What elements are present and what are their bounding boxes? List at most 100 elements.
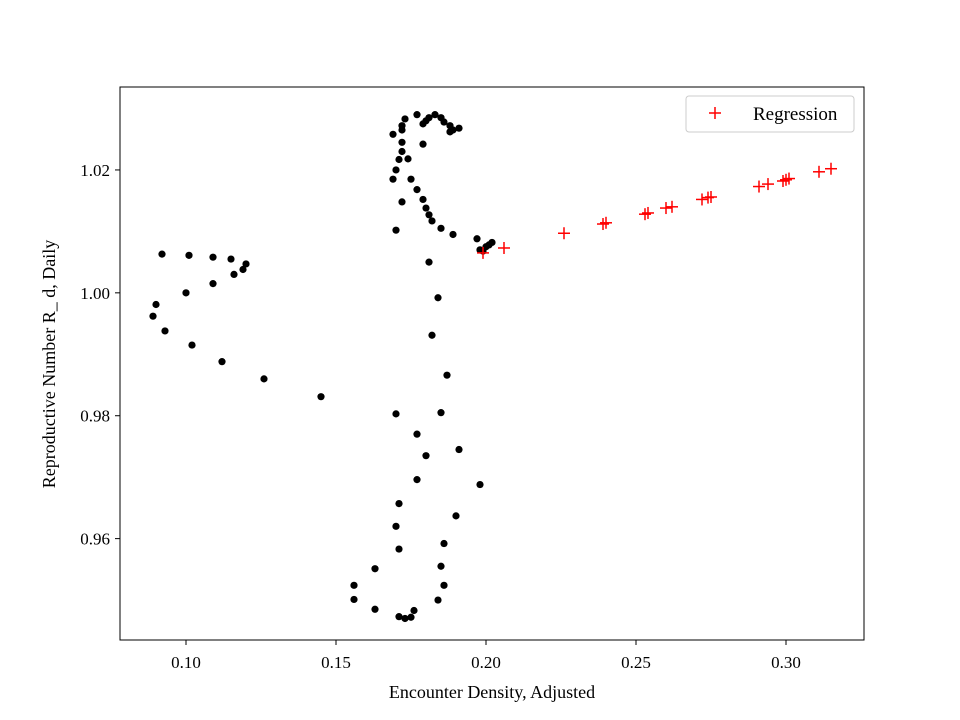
regression-point-7 bbox=[660, 202, 672, 215]
observed-point-21 bbox=[389, 175, 397, 183]
x-axis-label: Encounter Density, Adjusted bbox=[389, 682, 595, 702]
observed-point-76 bbox=[242, 260, 250, 268]
x-tick-label-0: 0.10 bbox=[171, 653, 201, 672]
legend-box bbox=[685, 95, 855, 133]
observed-point-16 bbox=[419, 140, 427, 148]
observed-point-67 bbox=[218, 358, 226, 366]
x-axis-ticks: 0.10 0.15 0.20 0.25 0.30 bbox=[171, 640, 801, 672]
observed-point-60 bbox=[371, 605, 379, 613]
observed-point-48 bbox=[476, 480, 484, 489]
observed-point-53 bbox=[395, 545, 403, 553]
regression-point-4 bbox=[600, 216, 612, 229]
observed-point-80 bbox=[158, 250, 166, 258]
observed-point-52 bbox=[440, 539, 448, 548]
regression-point-16 bbox=[783, 172, 795, 185]
observed-point-26 bbox=[422, 204, 430, 212]
observed-point-22 bbox=[407, 175, 415, 183]
observed-point-55 bbox=[371, 565, 379, 573]
observed-point-46 bbox=[422, 452, 430, 460]
observed-point-63 bbox=[401, 614, 409, 623]
regression-point-12 bbox=[753, 180, 765, 193]
observed-point-2 bbox=[431, 111, 439, 119]
observed-point-39 bbox=[434, 294, 442, 302]
observed-point-75 bbox=[239, 265, 247, 274]
regression-point-11 bbox=[705, 190, 717, 203]
legend: Regression bbox=[685, 95, 855, 133]
observed-point-72 bbox=[182, 289, 190, 297]
regression-point-5 bbox=[639, 208, 651, 221]
y-tick-label-2: 1.00 bbox=[80, 284, 110, 303]
observed-point-25 bbox=[398, 198, 406, 206]
observed-point-69 bbox=[161, 327, 169, 335]
observed-point-59 bbox=[434, 596, 442, 604]
observed-point-70 bbox=[149, 312, 157, 320]
observed-point-78 bbox=[209, 253, 217, 261]
observed-point-24 bbox=[419, 195, 427, 204]
regression-point-9 bbox=[696, 193, 708, 206]
observed-point-6 bbox=[455, 124, 463, 132]
observed-point-74 bbox=[230, 270, 238, 279]
observed-point-57 bbox=[350, 581, 358, 589]
regression-point-3 bbox=[597, 218, 609, 231]
observed-point-23 bbox=[413, 186, 421, 194]
regression-point-6 bbox=[642, 206, 654, 219]
observed-point-73 bbox=[209, 280, 217, 288]
regression-point-14 bbox=[777, 175, 789, 188]
observed-point-20 bbox=[392, 166, 400, 174]
observed-point-15 bbox=[398, 138, 406, 146]
regression-point-18 bbox=[825, 162, 837, 175]
observed-point-44 bbox=[392, 410, 400, 418]
regression-point-8 bbox=[666, 200, 678, 213]
observed-point-61 bbox=[410, 606, 418, 615]
x-tick-label-1: 0.15 bbox=[321, 653, 351, 672]
observed-point-68 bbox=[188, 341, 196, 349]
legend-label-regression: Regression bbox=[753, 104, 838, 125]
observed-point-27 bbox=[425, 211, 433, 219]
observed-point-17 bbox=[398, 147, 406, 156]
regression-point-2 bbox=[558, 227, 570, 240]
observed-point-28 bbox=[428, 217, 436, 225]
y-tick-label-3: 1.02 bbox=[80, 161, 110, 180]
observed-point-58 bbox=[350, 595, 358, 604]
observed-point-41 bbox=[443, 371, 451, 379]
y-tick-label-0: 0.96 bbox=[80, 530, 110, 549]
observed-point-11 bbox=[401, 115, 409, 123]
x-tick-label-3: 0.25 bbox=[621, 653, 651, 672]
observed-point-47 bbox=[413, 476, 421, 484]
observed-point-65 bbox=[317, 393, 325, 401]
y-tick-label-1: 0.98 bbox=[80, 407, 110, 426]
regression-point-1 bbox=[498, 241, 510, 254]
observed-point-66 bbox=[260, 375, 268, 383]
regression-point-0 bbox=[477, 246, 489, 259]
observed-point-18 bbox=[404, 155, 412, 163]
legend-marker-regression bbox=[709, 107, 721, 119]
axes-frame bbox=[119, 86, 865, 641]
observed-point-19 bbox=[395, 155, 403, 164]
y-axis-label: Reproductive Number R_ d, Daily bbox=[39, 240, 59, 488]
regression-point-17 bbox=[813, 165, 825, 178]
regression-point-13 bbox=[762, 178, 774, 191]
observed-point-38 bbox=[425, 258, 433, 266]
observed-point-40 bbox=[428, 331, 436, 339]
observed-point-56 bbox=[440, 581, 448, 589]
observed-point-8 bbox=[446, 128, 454, 136]
observed-point-79 bbox=[185, 251, 193, 259]
observed-point-0 bbox=[413, 111, 421, 119]
observed-point-10 bbox=[422, 117, 430, 125]
observed-point-50 bbox=[452, 512, 460, 520]
points-layer bbox=[149, 111, 837, 623]
observed-point-45 bbox=[455, 445, 463, 454]
observed-point-71 bbox=[152, 300, 160, 309]
observed-point-30 bbox=[392, 226, 400, 234]
observed-point-42 bbox=[437, 409, 445, 417]
y-axis-ticks: 0.96 0.98 1.00 1.02 bbox=[80, 161, 120, 549]
observed-point-77 bbox=[227, 255, 235, 263]
observed-point-31 bbox=[449, 230, 457, 239]
legend-plus-marker bbox=[709, 107, 721, 119]
x-tick-label-2: 0.20 bbox=[471, 653, 501, 672]
observed-point-64 bbox=[407, 613, 415, 621]
observed-point-32 bbox=[473, 235, 481, 243]
x-tick-label-4: 0.30 bbox=[771, 653, 801, 672]
observed-point-13 bbox=[398, 126, 406, 134]
